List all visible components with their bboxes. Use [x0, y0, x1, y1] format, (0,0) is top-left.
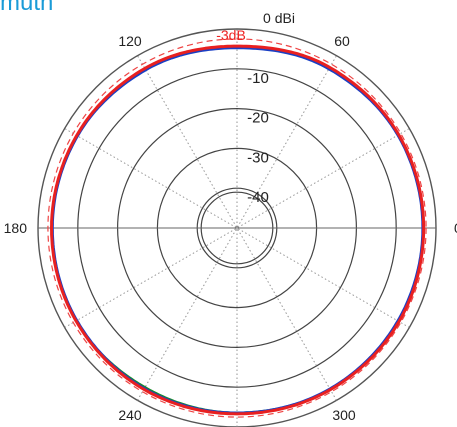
reference-circle: [47, 38, 427, 418]
angle-tick-180: 180: [4, 220, 28, 236]
reference-label: -3dB: [216, 27, 246, 43]
label-layer: 0 60 120 180 240 300 0 dBi -10 -20 -30 -40: [4, 10, 457, 423]
radial-tick-1: -10: [247, 70, 269, 87]
series-line-1: [50, 46, 425, 415]
angle-tick-60: 60: [334, 33, 350, 49]
radial-tick-0: 0 dBi: [263, 10, 295, 26]
angle-tick-240: 240: [118, 407, 142, 423]
angle-tick-300: 300: [332, 407, 356, 423]
radial-tick-4: -40: [247, 189, 269, 206]
figure-title-fragment: muth: [0, 0, 54, 16]
angle-tick-0: 0: [454, 220, 457, 236]
radial-tick-2: -20: [247, 110, 269, 127]
polar-grid: [37, 28, 437, 427]
series-layer: [50, 44, 426, 416]
radial-tick-3: -30: [247, 149, 269, 166]
series-line-2: [50, 44, 426, 416]
angle-tick-120: 120: [118, 33, 142, 49]
